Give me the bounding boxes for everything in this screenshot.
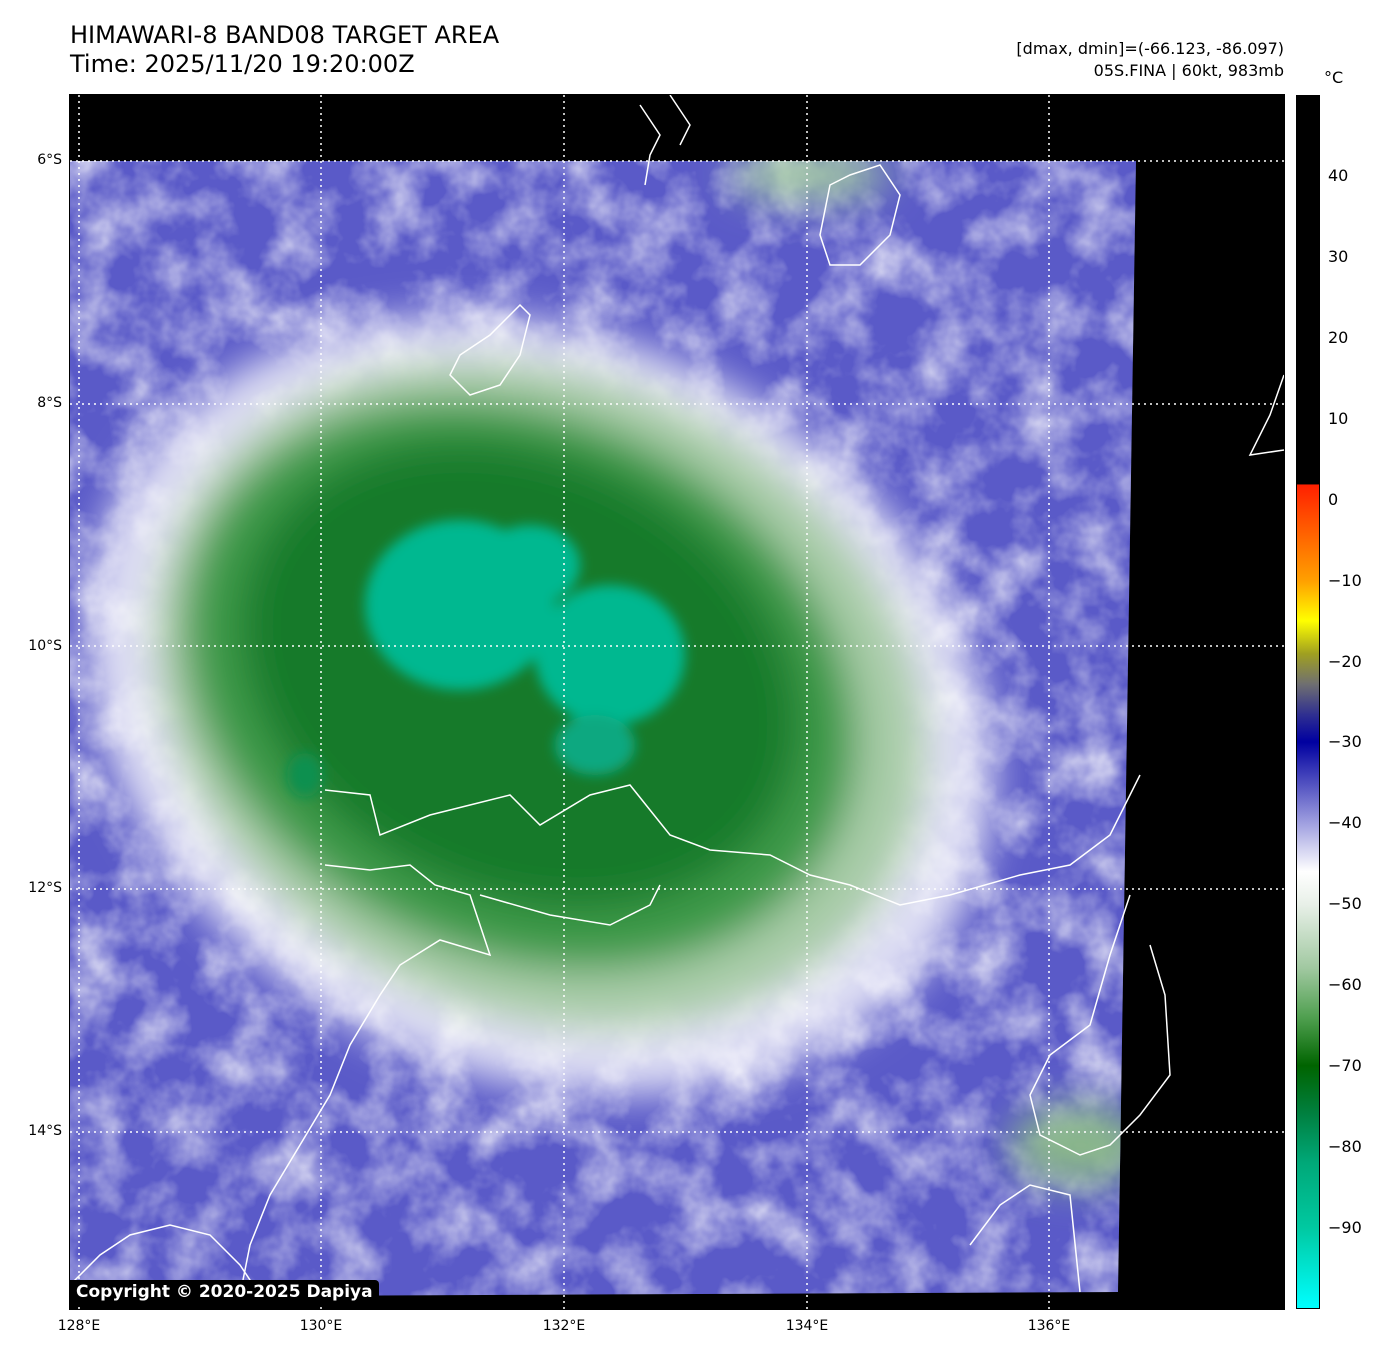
lat-label: 8°S xyxy=(37,395,62,411)
lon-label: 132°E xyxy=(542,1318,586,1334)
gridlines xyxy=(70,95,1284,1309)
colorbar-tick: −40 xyxy=(1328,813,1362,833)
lat-label: 10°S xyxy=(28,638,62,654)
lat-label: 6°S xyxy=(37,152,62,168)
lon-label: 136°E xyxy=(1027,1318,1071,1334)
storm-info: [dmax, dmin]=(-66.123, -86.097) 05S.FINA … xyxy=(1016,38,1284,82)
lon-label: 130°E xyxy=(299,1318,343,1334)
colorbar-tick: 20 xyxy=(1328,327,1349,347)
colorbar-tick: −80 xyxy=(1328,1137,1362,1157)
satellite-image xyxy=(70,95,1284,1309)
storm-text: 05S.FINA | 60kt, 983mb xyxy=(1093,61,1284,80)
coastlines xyxy=(70,95,1284,1296)
colorbar-tick: 0 xyxy=(1328,489,1339,509)
colorbar-tick: −90 xyxy=(1328,1218,1362,1238)
lon-label: 128°E xyxy=(57,1318,101,1334)
colorbar-tick: −50 xyxy=(1328,894,1362,914)
lat-label: 14°S xyxy=(28,1123,62,1139)
title-text: HIMAWARI-8 BAND08 TARGET AREA xyxy=(70,21,500,49)
copyright-label: Copyright © 2020-2025 Dapiya xyxy=(70,1280,379,1304)
colorbar-unit: °C xyxy=(1324,68,1344,87)
plot-title: HIMAWARI-8 BAND08 TARGET AREA Time: 2025/… xyxy=(70,21,499,79)
satellite-map xyxy=(69,94,1285,1310)
colorbar-tick: 30 xyxy=(1328,246,1349,266)
colorbar-tick: 40 xyxy=(1328,165,1349,185)
lat-label: 12°S xyxy=(28,880,62,896)
lon-label: 134°E xyxy=(785,1318,829,1334)
colorbar xyxy=(1296,95,1320,1309)
colorbar-tick: −30 xyxy=(1328,732,1362,752)
range-text: [dmax, dmin]=(-66.123, -86.097) xyxy=(1016,39,1284,58)
colorbar-tick: −60 xyxy=(1328,975,1362,995)
colorbar-tick: −20 xyxy=(1328,651,1362,671)
time-text: Time: 2025/11/20 19:20:00Z xyxy=(70,50,415,78)
colorbar-tick: −70 xyxy=(1328,1056,1362,1076)
colorbar-tick: −10 xyxy=(1328,570,1362,590)
colorbar-tick: 10 xyxy=(1328,408,1349,428)
